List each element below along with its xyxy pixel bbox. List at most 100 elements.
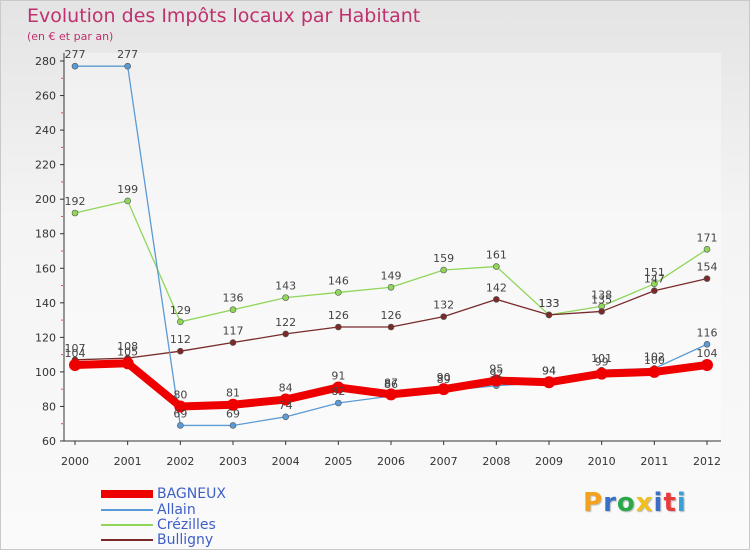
y-tick-label: 80: [42, 400, 56, 413]
data-point: [387, 283, 395, 291]
data-label: 277: [65, 48, 86, 61]
data-label: 91: [331, 369, 345, 382]
data-label: 105: [117, 345, 138, 358]
data-label: 138: [591, 288, 612, 301]
data-label: 142: [486, 281, 507, 294]
logo-letter: i: [676, 488, 687, 518]
data-point: [124, 197, 131, 205]
data-point: [282, 294, 289, 301]
chart-subtitle: (en € et par an): [27, 30, 114, 43]
legend-item-allain: Allain: [101, 502, 196, 518]
data-point: [490, 374, 503, 387]
data-label: 199: [117, 183, 138, 196]
data-point: [227, 398, 239, 411]
data-label: 154: [697, 261, 718, 274]
data-label: 82: [331, 385, 345, 398]
chart-title: Evolution des Impôts locaux par Habitant: [27, 5, 421, 27]
data-label: 277: [117, 48, 138, 61]
data-point: [440, 313, 447, 320]
data-label: 94: [542, 364, 556, 377]
data-label: 84: [279, 382, 293, 395]
data-point: [69, 359, 81, 371]
data-point: [387, 323, 395, 331]
data-label: 116: [697, 326, 718, 339]
data-label: 104: [65, 347, 86, 360]
data-label: 149: [381, 269, 402, 282]
data-label: 147: [644, 273, 665, 286]
y-tick-label: 160: [35, 262, 56, 275]
data-label: 74: [279, 399, 293, 412]
x-tick-label: 2000: [61, 455, 89, 468]
data-label: 126: [381, 309, 402, 322]
data-label: 133: [539, 297, 560, 310]
data-label: 117: [223, 325, 244, 338]
data-point: [229, 306, 237, 314]
logo-letter: P: [583, 488, 604, 518]
x-tick-label: 2010: [588, 455, 616, 468]
data-label: 95: [489, 363, 503, 376]
legend-item-crézilles: Crézilles: [101, 517, 216, 533]
y-tick-label: 60: [42, 435, 56, 448]
y-tick-label: 120: [35, 331, 56, 344]
data-point: [335, 399, 342, 407]
data-label: 80: [173, 388, 187, 401]
data-point: [124, 62, 131, 70]
data-label: 81: [226, 387, 240, 400]
data-label: 146: [328, 274, 349, 287]
data-point: [437, 383, 450, 396]
data-point: [335, 323, 342, 331]
data-label: 159: [433, 252, 454, 265]
data-point: [177, 318, 184, 326]
data-label: 143: [275, 280, 296, 293]
data-label: 132: [433, 299, 454, 312]
x-tick-label: 2003: [219, 455, 247, 468]
data-label: 151: [644, 266, 665, 279]
x-tick-label: 2001: [114, 455, 142, 468]
data-label: 135: [591, 293, 612, 306]
legend-item-bulligny: Bulligny: [101, 532, 213, 548]
data-point: [545, 311, 553, 319]
y-tick-label: 280: [35, 55, 56, 68]
legend-label: Allain: [157, 502, 196, 518]
data-label: 126: [328, 309, 349, 322]
data-label: 87: [384, 376, 398, 389]
y-tick-label: 260: [35, 90, 56, 103]
data-label: 86: [384, 378, 398, 391]
x-tick-label: 2004: [272, 455, 300, 468]
y-tick-label: 180: [35, 228, 56, 241]
data-point: [651, 280, 658, 288]
data-label: 69: [173, 407, 187, 420]
data-point: [648, 365, 661, 378]
y-tick-label: 240: [35, 124, 56, 137]
data-point: [282, 413, 289, 421]
logo-letter: r: [603, 488, 617, 518]
x-tick-label: 2005: [324, 455, 352, 468]
data-label: 69: [226, 407, 240, 420]
data-label: 161: [486, 249, 507, 262]
legend-item-bagneux: BAGNEUX: [101, 486, 226, 502]
data-point: [229, 339, 237, 346]
data-point: [71, 209, 79, 217]
data-point: [598, 308, 605, 315]
data-point: [595, 367, 608, 380]
data-point: [385, 388, 397, 401]
data-label: 171: [697, 231, 718, 244]
data-label: 136: [223, 292, 244, 305]
data-label: 112: [170, 333, 191, 346]
data-point: [121, 357, 134, 370]
legend-swatch: [101, 509, 153, 511]
legend-label: Crézilles: [157, 517, 216, 533]
legend-swatch: [101, 524, 153, 526]
data-point: [543, 376, 555, 389]
data-point: [177, 422, 184, 429]
data-point: [493, 263, 500, 270]
data-label: 99: [595, 356, 609, 369]
legend-swatch: [101, 539, 153, 541]
data-point: [335, 289, 342, 296]
x-tick-label: 2006: [377, 455, 405, 468]
data-point: [703, 275, 711, 282]
x-tick-label: 2009: [535, 455, 563, 468]
data-point: [279, 393, 292, 406]
